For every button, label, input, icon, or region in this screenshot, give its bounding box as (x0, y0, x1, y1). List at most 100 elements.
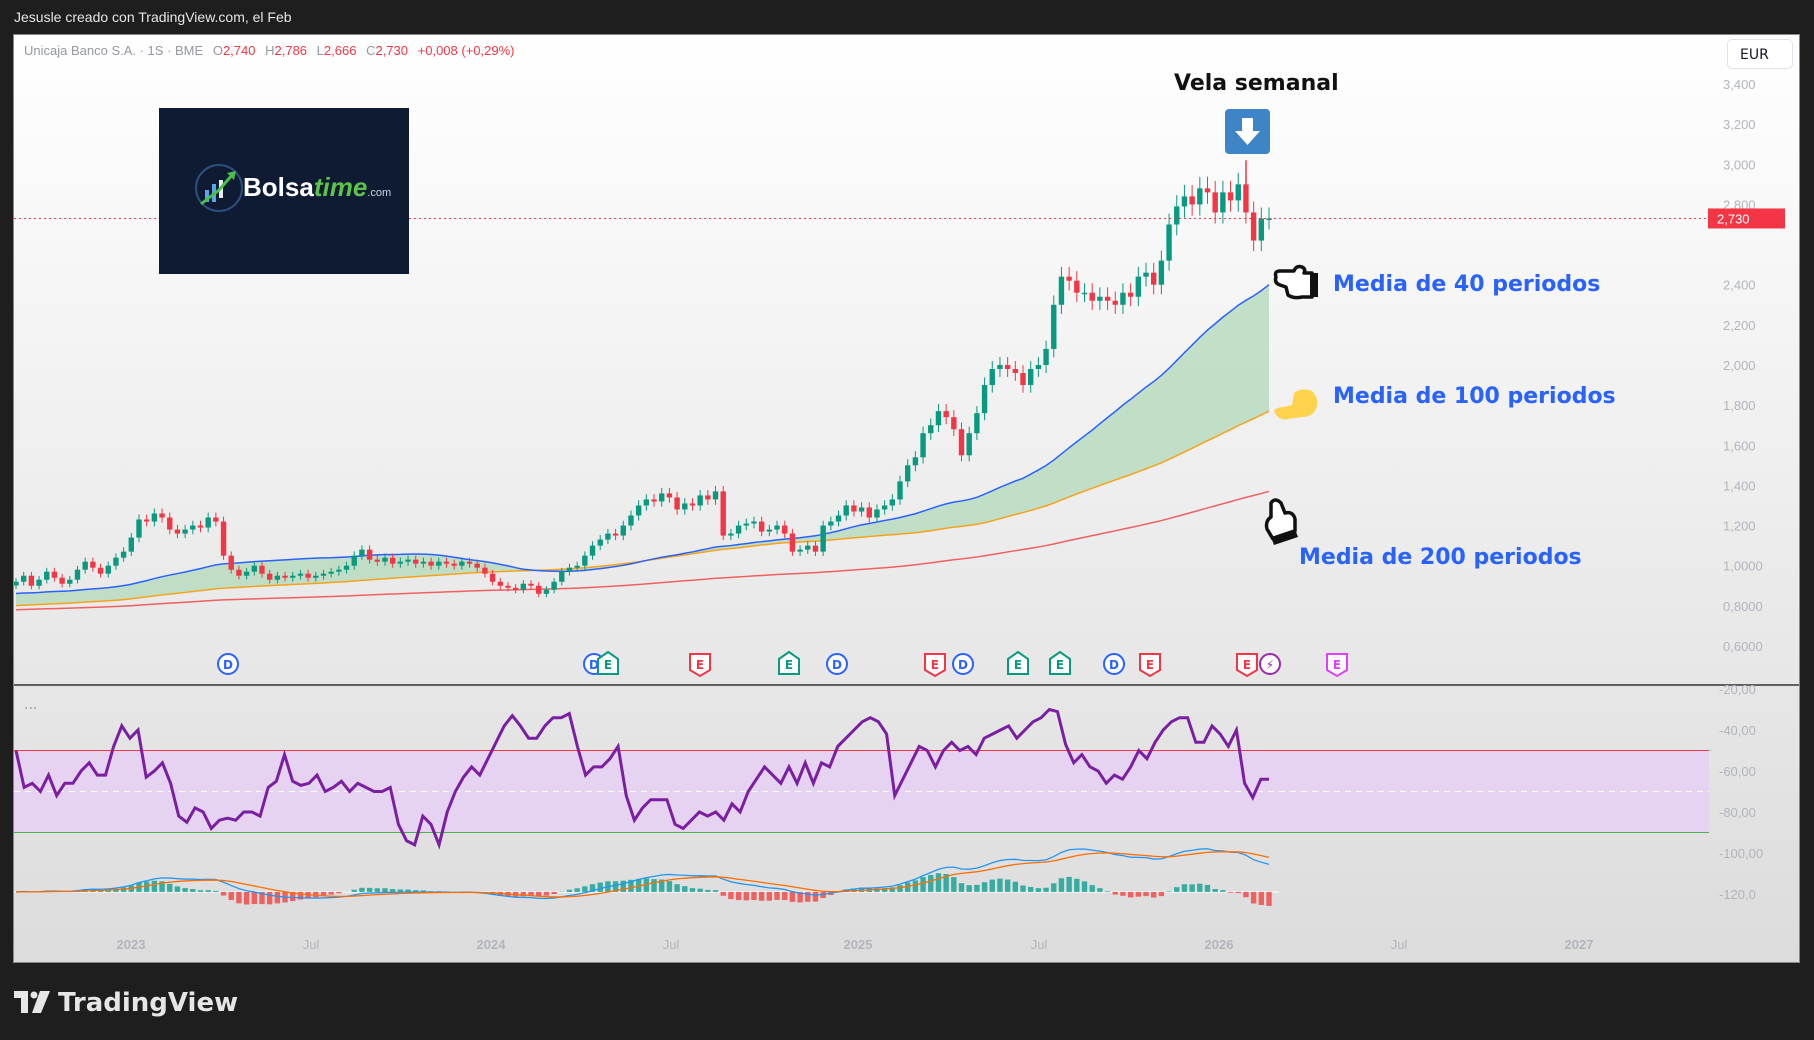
annotation-vela-semanal: Vela semanal (1174, 71, 1339, 96)
candle-body (466, 561, 473, 564)
candle-body (36, 579, 42, 586)
symbol-name[interactable]: Unicaja Banco S.A. · 1S · BME (24, 43, 204, 58)
macd-histogram-bar (874, 888, 880, 892)
dividend-event-icon (826, 653, 848, 675)
high-value: 2,786 (274, 43, 308, 58)
price-tick-label: 0,8000 (1723, 599, 1763, 614)
candle-body (989, 368, 995, 386)
open-value: 2,740 (222, 43, 256, 58)
macd-histogram-bar (1250, 891, 1257, 904)
candle-body (981, 385, 988, 414)
price-tick-label: 1,400 (1723, 478, 1756, 493)
candle-body (1097, 296, 1103, 301)
candle-body (805, 545, 811, 550)
macd-histogram-bar (243, 891, 250, 905)
candle-body (44, 571, 50, 580)
macd-histogram-bar (1243, 891, 1249, 898)
candle-body (674, 497, 680, 510)
macd-histogram-bar (751, 891, 757, 901)
macd-histogram-bar (397, 889, 404, 892)
candle-body (766, 529, 773, 532)
change-value: +0,008 (+0,29%) (417, 43, 515, 58)
macd-histogram-bar (851, 888, 857, 892)
candle-body (720, 491, 726, 536)
candle-body (443, 561, 450, 564)
candle-body (1035, 364, 1042, 369)
candle-body (820, 525, 826, 552)
indicator-tick-label: -40,00 (1719, 723, 1756, 738)
candle-body (28, 575, 35, 586)
time-tick-label: 2024 (477, 937, 507, 952)
candle-body (236, 569, 242, 576)
dividend-event-icon (1103, 653, 1125, 675)
candle-body (536, 585, 542, 594)
candle-body (282, 575, 288, 578)
macd-histogram-bar (551, 891, 557, 895)
earnings-event-label: E (931, 658, 939, 672)
macd-histogram-bar (151, 880, 158, 892)
indicator-tick-label: -20,00 (1719, 682, 1756, 697)
macd-histogram-bar (635, 878, 642, 892)
time-tick-label: Jul (303, 937, 320, 952)
candle-body (1135, 276, 1142, 297)
earnings-event-icon (1007, 650, 1029, 675)
candle-body (874, 509, 880, 518)
earnings-event-icon (778, 650, 800, 675)
macd-histogram-bar (366, 887, 373, 892)
candle-body (528, 583, 534, 586)
candle-body (689, 503, 696, 506)
macd-histogram-bar (928, 875, 934, 892)
low-value: 2,666 (323, 43, 357, 58)
candle-body (1051, 304, 1057, 349)
dividend-event-icon (217, 653, 239, 675)
earnings-event-icon (924, 653, 946, 678)
candle-body (697, 495, 703, 506)
macd-histogram-bar (1104, 891, 1111, 892)
chart-frame[interactable]: 3,400 3,200 3,000 2,800 2,400 2,200 2,000 1,800… (13, 34, 1800, 963)
macd-histogram-bar (1212, 889, 1218, 892)
time-tick-label: 2025 (844, 937, 873, 952)
macd-histogram-bar (1043, 887, 1049, 892)
macd-histogram-bar (659, 879, 665, 892)
macd-histogram-bar (889, 887, 896, 892)
pointing-hand-yellow-icon (1272, 385, 1320, 431)
macd-histogram-bar (374, 888, 380, 892)
price-chart-canvas[interactable]: 3,4003,2003,0002,8002,4002,2002,0001,800… (14, 35, 1800, 963)
macd-histogram-bar (1158, 891, 1165, 897)
tradingview-logo[interactable]: TradingView (14, 988, 238, 1018)
candle-body (167, 517, 173, 530)
price-tick-label: 0,6000 (1723, 639, 1763, 654)
indicator-collapsed-label[interactable]: ... (24, 697, 38, 713)
candle-body (743, 523, 749, 526)
candle-body (520, 583, 527, 590)
macd-histogram-bar (105, 889, 111, 892)
candle-body (497, 581, 503, 586)
candle-body (512, 587, 519, 590)
macd-histogram-bar (1204, 884, 1211, 892)
earnings-event-label: E (604, 658, 612, 672)
candle-body (651, 499, 657, 502)
candle-body (935, 411, 942, 426)
candle-body (474, 563, 480, 568)
candle-body (1120, 292, 1126, 305)
candle-body (958, 429, 965, 456)
price-tick-label: 3,400 (1723, 77, 1756, 92)
macd-histogram-bar (820, 891, 826, 899)
macd-histogram-bar (543, 891, 550, 896)
candle-body (643, 499, 650, 506)
macd-histogram-bar (1028, 886, 1034, 892)
candle-body (812, 545, 819, 552)
macd-histogram-bar (1035, 888, 1042, 892)
macd-histogram-bar (259, 891, 265, 905)
macd-histogram-bar (528, 891, 534, 896)
currency-button[interactable]: EUR (1727, 39, 1793, 69)
candle-body (220, 521, 227, 556)
macd-histogram-bar (643, 878, 650, 892)
macd-histogram-bar (674, 884, 680, 892)
candle-body (297, 573, 304, 576)
macd-histogram-bar (205, 890, 211, 892)
indicator-tick-label: -60,00 (1719, 764, 1756, 779)
arrow-down-icon (1225, 109, 1270, 154)
macd-histogram-bar (628, 879, 634, 892)
macd-histogram-bar (1066, 876, 1072, 892)
